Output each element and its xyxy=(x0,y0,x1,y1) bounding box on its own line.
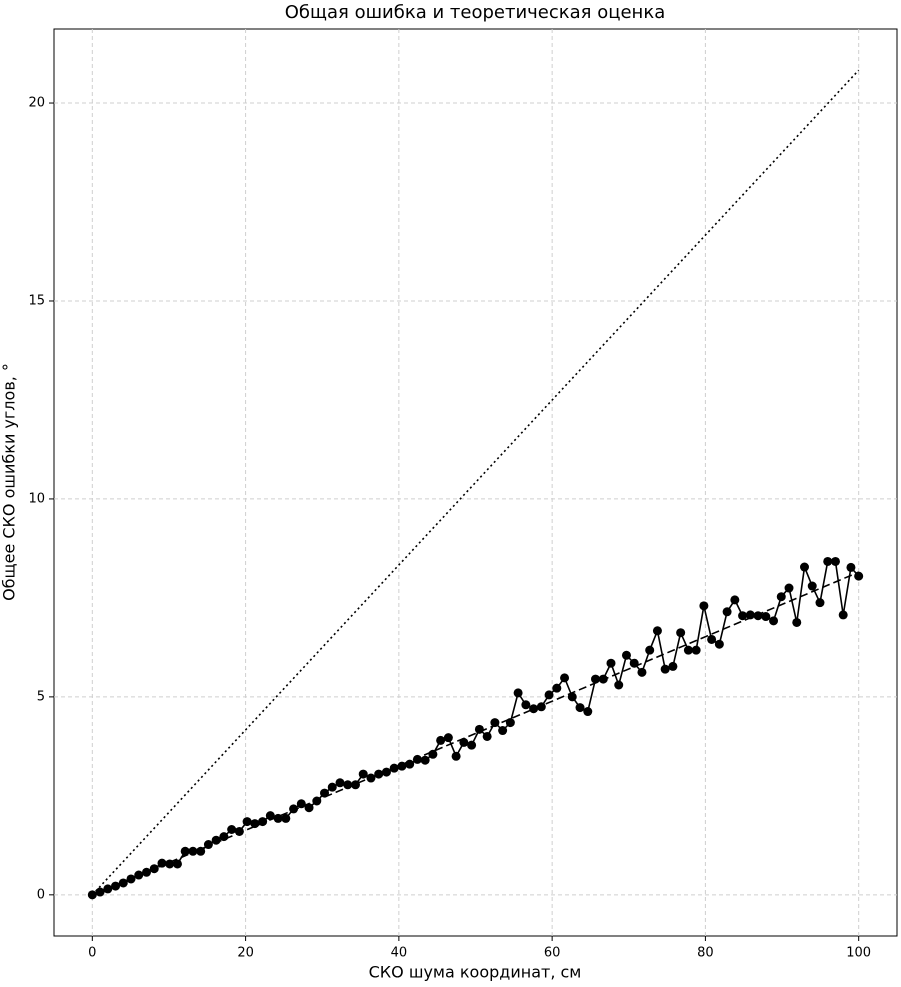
data-point xyxy=(645,645,655,655)
data-point xyxy=(180,846,190,856)
data-point xyxy=(95,887,105,897)
data-point xyxy=(691,645,701,655)
y-axis-label: Общее СКО ошибки углов, ° xyxy=(0,363,19,601)
data-point xyxy=(498,726,508,736)
data-point xyxy=(467,740,477,750)
chart-title: Общая ошибка и теоретическая оценка xyxy=(285,2,665,23)
data-point xyxy=(761,612,771,622)
data-point xyxy=(738,611,748,621)
data-point xyxy=(807,581,817,591)
data-point xyxy=(722,607,732,617)
data-point xyxy=(172,859,182,869)
data-point xyxy=(606,658,616,668)
data-point xyxy=(242,817,252,827)
data-point xyxy=(846,562,856,572)
data-point xyxy=(552,683,562,693)
data-point xyxy=(745,610,755,620)
data-point xyxy=(436,735,446,745)
data-point xyxy=(405,759,415,769)
data-point xyxy=(823,556,833,566)
x-tick-label: 80 xyxy=(697,946,714,961)
data-point xyxy=(815,598,825,608)
data-point xyxy=(707,634,717,644)
y-tick-label: 0 xyxy=(37,887,45,902)
data-point xyxy=(544,690,554,700)
data-point xyxy=(273,813,283,823)
data-point xyxy=(289,804,299,814)
x-tick-label: 60 xyxy=(544,946,561,961)
data-point xyxy=(792,617,802,627)
data-point xyxy=(714,639,724,649)
data-point xyxy=(621,650,631,660)
data-point xyxy=(583,707,593,717)
plot-frame xyxy=(53,28,898,937)
y-tick-label: 20 xyxy=(28,96,45,111)
data-point xyxy=(591,674,601,684)
y-tick-label: 15 xyxy=(28,293,45,308)
data-point xyxy=(676,628,686,638)
series-line xyxy=(91,69,860,896)
data-point xyxy=(443,733,453,743)
y-tick-label: 5 xyxy=(37,689,45,704)
data-point xyxy=(358,769,368,779)
data-point xyxy=(567,692,577,702)
data-point xyxy=(428,749,438,759)
x-tick-label: 0 xyxy=(88,946,96,961)
x-tick-label: 40 xyxy=(391,946,408,961)
data-point xyxy=(304,803,314,813)
data-point xyxy=(296,799,306,809)
data-point xyxy=(652,626,662,636)
data-point xyxy=(451,751,461,761)
data-point xyxy=(219,832,229,842)
data-point xyxy=(474,724,484,734)
data-point xyxy=(529,704,539,714)
x-tick-label: 20 xyxy=(237,946,254,961)
data-point xyxy=(482,731,492,741)
data-point xyxy=(265,811,275,821)
data-point xyxy=(142,867,152,877)
data-point xyxy=(420,755,430,765)
data-point xyxy=(769,616,779,626)
data-point xyxy=(250,819,260,829)
data-point xyxy=(335,778,345,788)
data-point xyxy=(575,703,585,713)
data-point xyxy=(683,645,693,655)
data-point xyxy=(281,813,291,823)
series-line xyxy=(92,571,859,896)
data-point xyxy=(637,667,647,677)
data-point xyxy=(521,700,531,710)
data-point xyxy=(830,556,840,566)
data-point xyxy=(381,767,391,777)
x-axis-label: СКО шума координат, см xyxy=(369,963,582,982)
data-point xyxy=(660,664,670,674)
data-point xyxy=(668,661,678,671)
data-point xyxy=(513,688,523,698)
data-point xyxy=(188,846,198,856)
data-point xyxy=(838,610,848,620)
data-point xyxy=(227,825,237,835)
data-point xyxy=(784,583,794,593)
data-point xyxy=(560,673,570,683)
y-tick-label: 10 xyxy=(28,491,45,506)
data-point xyxy=(699,601,709,611)
data-point xyxy=(776,592,786,602)
data-point xyxy=(730,595,740,605)
data-point xyxy=(374,769,384,779)
x-tick-label: 100 xyxy=(846,946,871,961)
data-point xyxy=(196,846,206,856)
data-point xyxy=(614,680,624,690)
data-point xyxy=(327,782,337,792)
data-point xyxy=(536,702,546,712)
data-point xyxy=(799,562,809,572)
